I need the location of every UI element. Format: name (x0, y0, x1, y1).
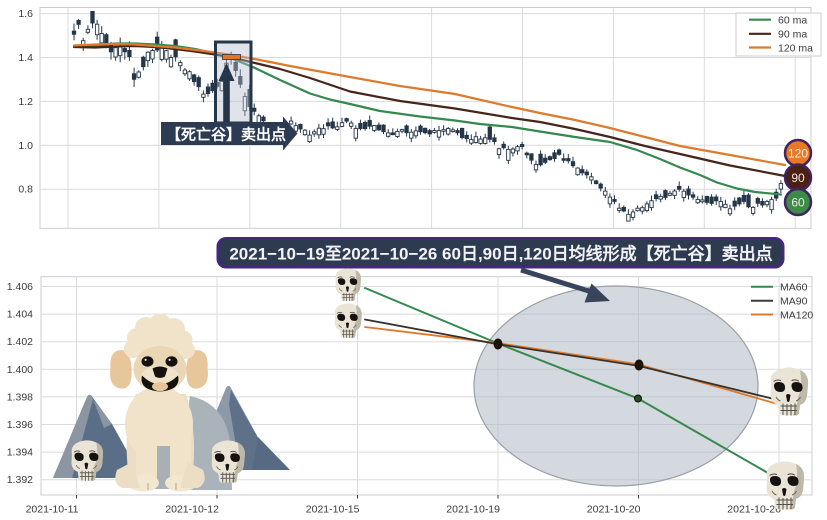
svg-text:1.404: 1.404 (7, 309, 33, 321)
svg-text:MA90: MA90 (780, 296, 808, 308)
svg-text:1.0: 1.0 (18, 140, 33, 152)
svg-text:2021−10−19至2021−10−26 60日,90日,: 2021−10−19至2021−10−26 60日,90日,120日均线形成【死… (229, 244, 772, 264)
svg-text:60: 60 (791, 196, 805, 210)
svg-text:0.8: 0.8 (18, 184, 33, 196)
svg-text:90 ma: 90 ma (778, 29, 807, 41)
svg-text:1.6: 1.6 (18, 8, 33, 20)
svg-text:【死亡谷】卖出点: 【死亡谷】卖出点 (166, 126, 286, 144)
svg-text:1.4: 1.4 (18, 52, 33, 64)
svg-text:2021-10-19: 2021-10-19 (446, 504, 500, 516)
svg-text:1.394: 1.394 (7, 447, 33, 459)
svg-text:120: 120 (788, 147, 808, 161)
svg-text:60 ma: 60 ma (778, 15, 807, 27)
svg-text:2021-10-11: 2021-10-11 (26, 504, 79, 516)
svg-text:2021-10-15: 2021-10-15 (306, 504, 360, 516)
svg-text:1.400: 1.400 (7, 364, 33, 376)
svg-text:90: 90 (791, 171, 805, 185)
svg-text:1.406: 1.406 (7, 281, 33, 293)
svg-text:1.396: 1.396 (7, 419, 33, 431)
svg-text:2021-10-20: 2021-10-20 (587, 504, 641, 516)
svg-text:1.392: 1.392 (7, 474, 33, 486)
svg-text:1.402: 1.402 (7, 336, 33, 348)
svg-text:2021-10-12: 2021-10-12 (165, 504, 219, 516)
svg-text:2021-10-26: 2021-10-26 (727, 504, 781, 516)
svg-text:1.2: 1.2 (18, 96, 33, 108)
svg-text:1.398: 1.398 (7, 391, 33, 403)
svg-text:MA120: MA120 (780, 309, 813, 321)
svg-text:MA60: MA60 (780, 282, 808, 294)
svg-text:120 ma: 120 ma (778, 42, 813, 54)
